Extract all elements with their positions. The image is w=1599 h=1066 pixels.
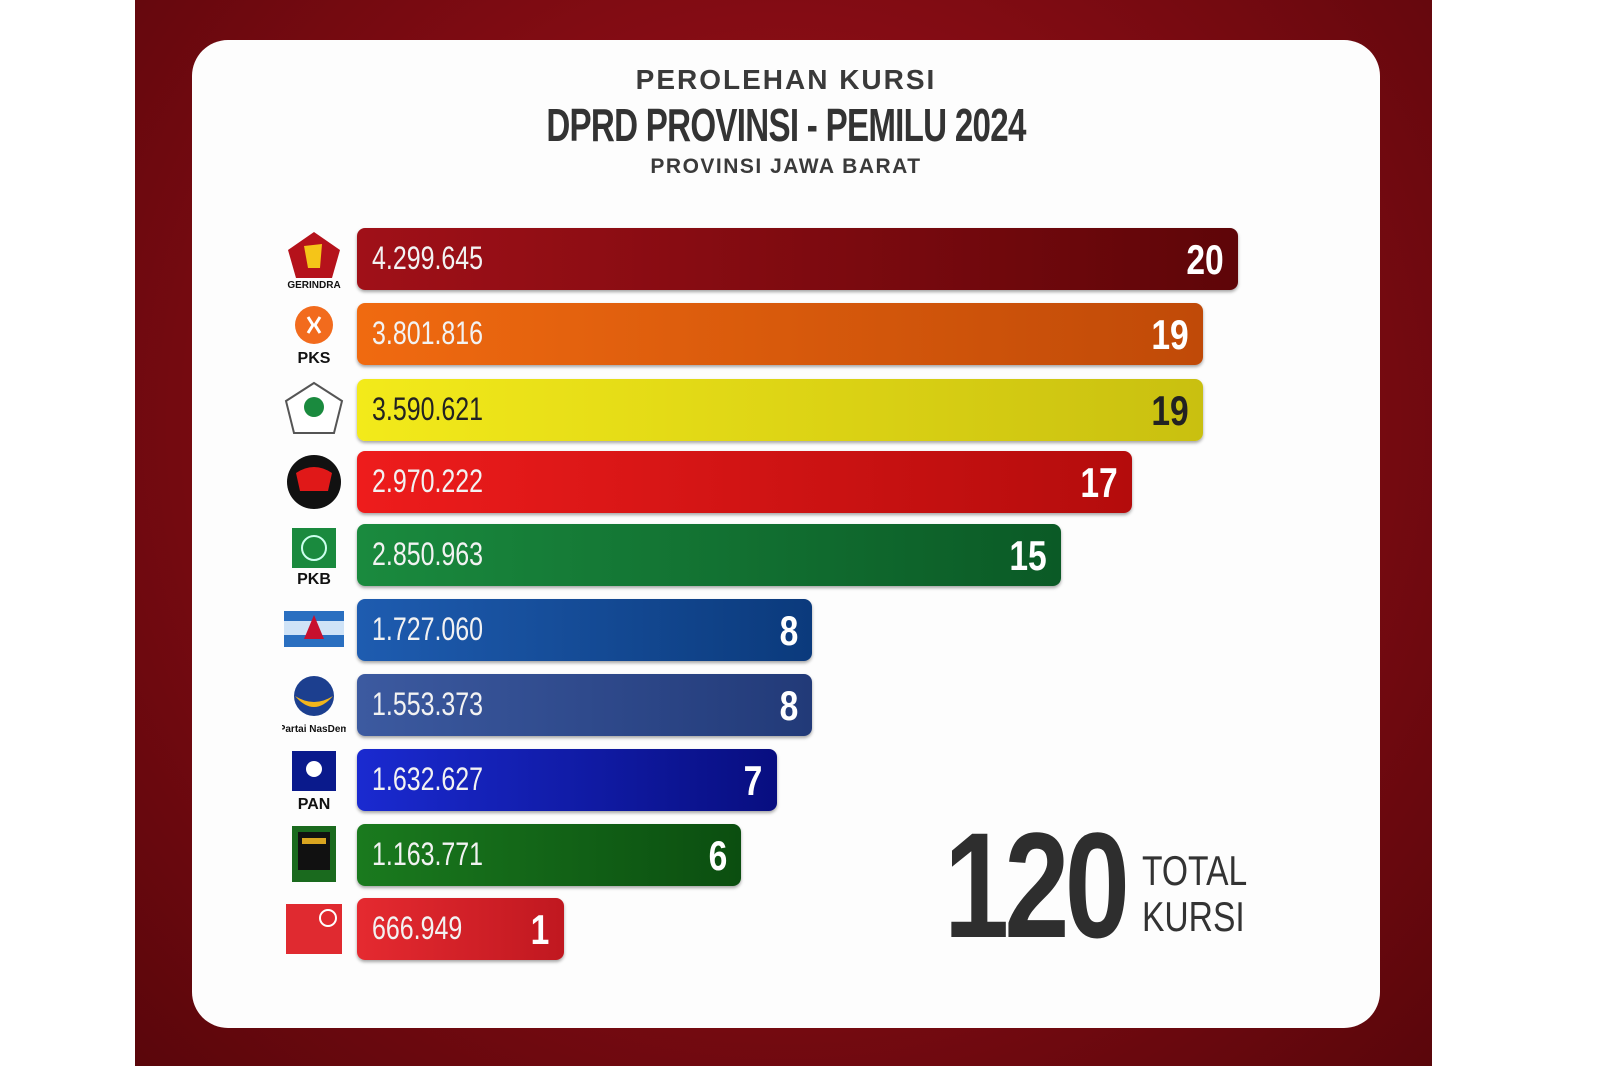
vote-label: 3.590.621	[372, 391, 484, 427]
seat-label: 17	[1080, 459, 1118, 506]
pan-logo-icon: PAN	[282, 749, 346, 813]
bar: 3.801.816 19	[357, 303, 1203, 365]
nasdem-logo-icon: Partai NasDem	[279, 674, 349, 736]
chart-region: PROVINSI JAWA BARAT	[650, 155, 922, 178]
pdip-logo-icon	[282, 451, 346, 513]
svg-text:Partai NasDem: Partai NasDem	[282, 724, 346, 735]
vote-label: 1.553.373	[372, 686, 484, 722]
seat-label: 19	[1151, 387, 1189, 434]
seat-label: 20	[1186, 236, 1224, 283]
bar: 1.632.627 7	[357, 749, 777, 811]
demokrat-logo-icon	[282, 599, 346, 661]
total-seats-label: TOTAL KURSI	[1142, 848, 1247, 940]
pkb-logo-icon: PKB	[282, 524, 346, 588]
bar: 2.850.963 15	[357, 524, 1061, 586]
bar: 1.727.060 8	[357, 599, 812, 661]
seat-label: 8	[779, 607, 798, 654]
seat-label: 19	[1151, 311, 1189, 358]
gerindra-logo-icon: GERINDRA	[282, 228, 346, 291]
bar: 4.299.645 20	[357, 228, 1238, 290]
total-label-line2: KURSI	[1142, 893, 1245, 940]
vote-label: 666.949	[372, 910, 463, 946]
chart-title: PEROLEHAN KURSI	[635, 64, 937, 95]
svg-text:PKS: PKS	[298, 350, 331, 365]
vote-label: 4.299.645	[372, 240, 484, 276]
chart-subtitle: DPRD PROVINSI - PEMILU 2024	[546, 99, 1026, 151]
seat-label: 7	[743, 757, 763, 804]
total-seats-value: 120	[944, 801, 1130, 969]
bar: 3.590.621 19	[357, 379, 1203, 441]
seat-label: 6	[708, 832, 727, 879]
seat-label: 15	[1009, 532, 1047, 579]
seat-label: 1	[530, 906, 550, 953]
ppp-logo-icon	[282, 824, 346, 886]
bar: 2.970.222 17	[357, 451, 1132, 513]
svg-text:PKB: PKB	[297, 571, 331, 586]
svg-text:PAN: PAN	[298, 796, 331, 811]
vote-label: 1.727.060	[372, 611, 484, 647]
svg-text:GERINDRA: GERINDRA	[287, 280, 340, 290]
total-label-line1: TOTAL	[1142, 847, 1248, 894]
vote-label: 3.801.816	[372, 315, 484, 351]
seat-label: 8	[779, 682, 798, 729]
golkar-logo-icon	[282, 379, 346, 441]
vote-label: 2.970.222	[372, 463, 484, 499]
bar: 666.949 1	[357, 898, 564, 960]
bar: 1.553.373 8	[357, 674, 812, 736]
vote-label: 1.632.627	[372, 761, 484, 797]
vote-label: 2.850.963	[372, 536, 484, 572]
bar: 1.163.771 6	[357, 824, 741, 886]
vote-label: 1.163.771	[372, 836, 484, 872]
pks-logo-icon: PKS	[282, 303, 346, 367]
infographic-card: PEROLEHAN KURSI DPRD PROVINSI - PEMILU 2…	[192, 40, 1380, 1028]
psi-logo-icon	[282, 898, 346, 960]
